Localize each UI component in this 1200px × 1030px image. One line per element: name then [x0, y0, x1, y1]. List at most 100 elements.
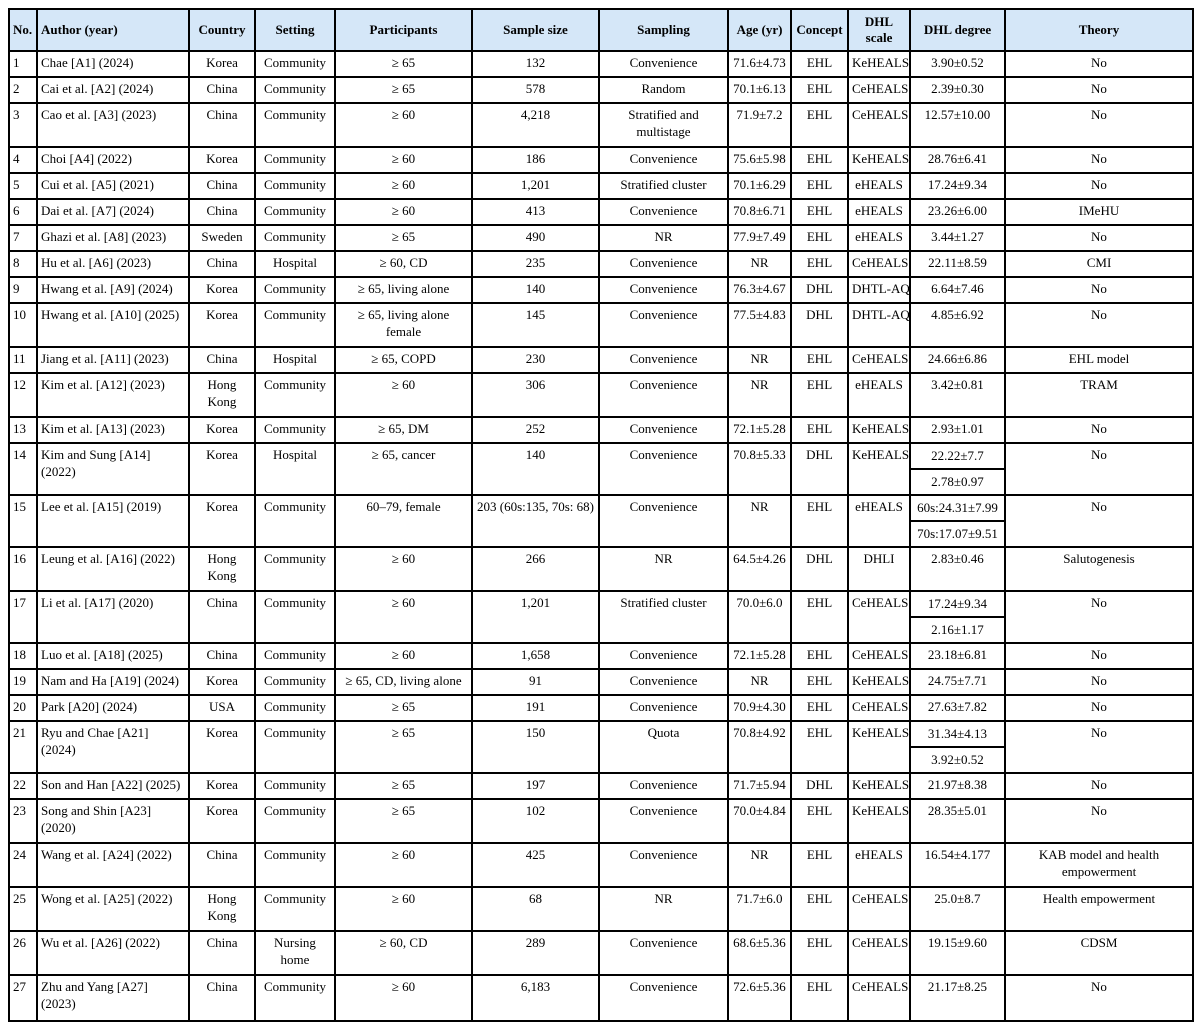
cell-degree: 21.17±8.25 — [909, 974, 1006, 1022]
cell-sample_size: 4,218 — [471, 102, 600, 148]
cell-age: 70.0±6.0 — [727, 590, 792, 644]
cell-age: NR — [727, 842, 792, 888]
cell-concept: DHL — [790, 442, 849, 496]
cell-sampling: Convenience — [598, 416, 729, 444]
cell-sample_size: 266 — [471, 546, 600, 592]
cell-participants: ≥ 65, DM — [334, 416, 473, 444]
cell-scale: CeHEALS — [847, 76, 911, 104]
cell-degree: 22.22±7.7 2.78±0.97 — [909, 442, 1006, 496]
cell-age: 77.5±4.83 — [727, 302, 792, 348]
cell-degree: 3.42±0.81 — [909, 372, 1006, 418]
cell-scale: eHEALS — [847, 172, 911, 200]
cell-concept: EHL — [790, 590, 849, 644]
cell-setting: Community — [254, 172, 336, 200]
table-row: 25 Wong et al. [A25] (2022) Hong Kong Commu… — [8, 886, 1194, 932]
cell-country: China — [188, 346, 256, 374]
cell-age: 70.9±4.30 — [727, 694, 792, 722]
cell-author: Luo et al. [A18] (2025) — [36, 642, 190, 670]
cell-theory: TRAM — [1004, 372, 1194, 418]
cell-age: 72.1±5.28 — [727, 642, 792, 670]
cell-participants: ≥ 65, COPD — [334, 346, 473, 374]
cell-scale: CeHEALS — [847, 642, 911, 670]
cell-theory: IMeHU — [1004, 198, 1194, 226]
cell-concept: EHL — [790, 372, 849, 418]
cell-sampling: Stratified cluster — [598, 590, 729, 644]
cell-author: Cai et al. [A2] (2024) — [36, 76, 190, 104]
table-row: 26 Wu et al. [A26] (2022) China Nursing hom… — [8, 930, 1194, 976]
header-cell-sample_size: Sample size — [471, 8, 600, 52]
cell-sample_size: 132 — [471, 50, 600, 78]
cell-age: 77.9±7.49 — [727, 224, 792, 252]
cell-country: Korea — [188, 772, 256, 800]
degree-subcell: 2.78±0.97 — [931, 474, 984, 489]
cell-concept: EHL — [790, 102, 849, 148]
cell-degree: 60s:24.31±7.99 70s:17.07±9.51 — [909, 494, 1006, 548]
cell-participants: ≥ 65 — [334, 720, 473, 774]
cell-author: Dai et al. [A7] (2024) — [36, 198, 190, 226]
cell-theory: No — [1004, 642, 1194, 670]
cell-author: Ghazi et al. [A8] (2023) — [36, 224, 190, 252]
cell-age: 70.0±4.84 — [727, 798, 792, 844]
cell-no: 15 — [8, 494, 38, 548]
cell-country: Korea — [188, 798, 256, 844]
cell-sample_size: 191 — [471, 694, 600, 722]
table-row: 11 Jiang et al. [A11] (2023) China Hospital… — [8, 346, 1194, 374]
cell-no: 17 — [8, 590, 38, 644]
cell-age: NR — [727, 372, 792, 418]
cell-participants: ≥ 65, cancer — [334, 442, 473, 496]
cell-degree: 23.26±6.00 — [909, 198, 1006, 226]
cell-concept: DHL — [790, 276, 849, 304]
cell-no: 22 — [8, 772, 38, 800]
cell-degree: 27.63±7.82 — [909, 694, 1006, 722]
cell-country: China — [188, 642, 256, 670]
table-row: 1 Chae [A1] (2024) Korea Community ≥ 65 132 Co… — [8, 50, 1194, 78]
table-row: 22 Son and Han [A22] (2025) Korea Community… — [8, 772, 1194, 800]
table-body: 1 Chae [A1] (2024) Korea Community ≥ 65 132 Co… — [8, 50, 1194, 1022]
cell-no: 7 — [8, 224, 38, 252]
cell-sample_size: 1,201 — [471, 172, 600, 200]
cell-sample_size: 6,183 — [471, 974, 600, 1022]
cell-age: NR — [727, 668, 792, 696]
cell-setting: Community — [254, 416, 336, 444]
cell-theory: No — [1004, 416, 1194, 444]
cell-author: Hu et al. [A6] (2023) — [36, 250, 190, 278]
cell-participants: ≥ 60, CD — [334, 930, 473, 976]
cell-sampling: Random — [598, 76, 729, 104]
cell-concept: EHL — [790, 172, 849, 200]
table-row: 9 Hwang et al. [A9] (2024) Korea Community ≥… — [8, 276, 1194, 304]
cell-sampling: Convenience — [598, 974, 729, 1022]
cell-theory: No — [1004, 772, 1194, 800]
cell-theory: CDSM — [1004, 930, 1194, 976]
cell-country: China — [188, 250, 256, 278]
header-cell-theory: Theory — [1004, 8, 1194, 52]
table-row: 5 Cui et al. [A5] (2021) China Community ≥ 6… — [8, 172, 1194, 200]
cell-theory: No — [1004, 172, 1194, 200]
cell-scale: eHEALS — [847, 842, 911, 888]
table-row: 19 Nam and Ha [A19] (2024) Korea Community ≥… — [8, 668, 1194, 696]
cell-setting: Community — [254, 302, 336, 348]
table-row: 15 Lee et al. [A15] (2019) Korea Community 6… — [8, 494, 1194, 548]
cell-setting: Community — [254, 772, 336, 800]
header-cell-participants: Participants — [334, 8, 473, 52]
cell-participants: ≥ 65 — [334, 798, 473, 844]
cell-sample_size: 197 — [471, 772, 600, 800]
cell-theory: No — [1004, 798, 1194, 844]
cell-degree: 4.85±6.92 — [909, 302, 1006, 348]
cell-theory: No — [1004, 146, 1194, 174]
cell-country: Korea — [188, 668, 256, 696]
cell-theory: KAB model and health empowerment — [1004, 842, 1194, 888]
cell-participants: ≥ 65 — [334, 50, 473, 78]
cell-concept: EHL — [790, 494, 849, 548]
cell-country: China — [188, 590, 256, 644]
cell-setting: Hospital — [254, 346, 336, 374]
cell-sample_size: 1,658 — [471, 642, 600, 670]
table-row: 14 Kim and Sung [A14] (2022) Korea Hospital… — [8, 442, 1194, 496]
cell-age: 68.6±5.36 — [727, 930, 792, 976]
cell-sample_size: 425 — [471, 842, 600, 888]
cell-age: 70.8±6.71 — [727, 198, 792, 226]
cell-country: Korea — [188, 494, 256, 548]
table-row: 27 Zhu and Yang [A27] (2023) China Communit… — [8, 974, 1194, 1022]
cell-scale: CeHEALS — [847, 250, 911, 278]
cell-participants: ≥ 60 — [334, 146, 473, 174]
cell-scale: DHTL-AQ — [847, 276, 911, 304]
